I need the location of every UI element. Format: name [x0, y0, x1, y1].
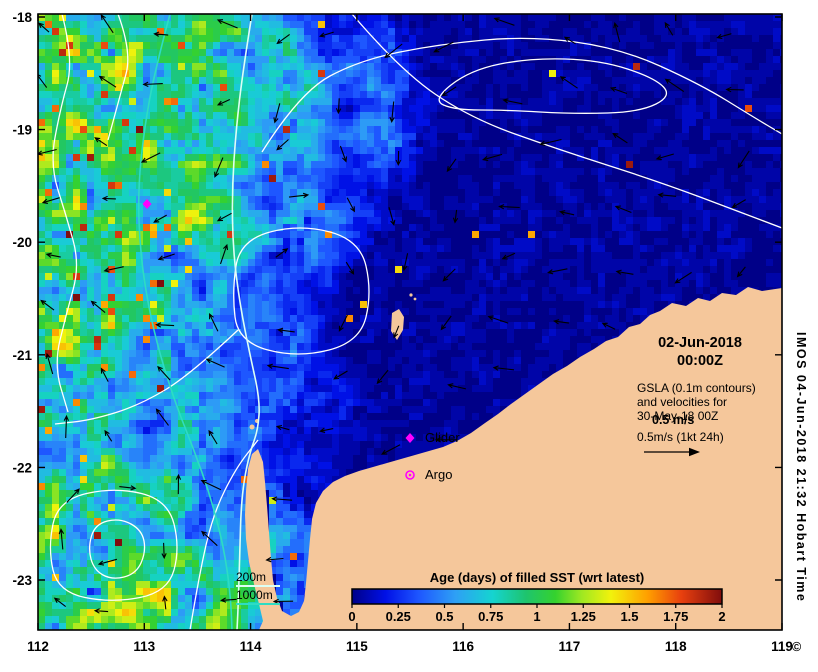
scale-arrow-head-icon [689, 447, 700, 457]
colorbar-tick-label: 0.75 [478, 609, 503, 624]
glider-label: Glider [425, 430, 460, 445]
x-tick-label: 113 [133, 639, 155, 654]
velocity-scale-note: 0.5m/s (1kt 24h) [637, 430, 724, 444]
bathy-200m-label: 200m [236, 570, 266, 584]
argo-circle-icon [405, 470, 415, 480]
x-tick-label: 116 [452, 639, 474, 654]
axis-ticks [37, 14, 783, 630]
velocity-arrows [38, 14, 750, 614]
colorbar-tick-label: 0.25 [386, 609, 411, 624]
gsla-contours [49, 14, 782, 630]
colorbar-tick-label: 1.75 [663, 609, 688, 624]
y-tick-label: -19 [12, 123, 32, 138]
colorbar-tick-label: 1.5 [620, 609, 638, 624]
x-tick-label: 117 [559, 639, 581, 654]
valid-date-text: 02-Jun-2018 [658, 335, 742, 351]
colorbar: 0 0.25 0.5 0.75 1 1.25 1.5 1.75 2 [348, 588, 726, 624]
valid-time-text: 00:00Z [677, 353, 723, 369]
bathy-1000m-label: 1000m [236, 588, 273, 602]
x-tick-label: 118 [665, 639, 687, 654]
gsla-annotation: GSLA (0.1m contours) and velocities for … [637, 381, 756, 457]
colorbar-tick-label: 2 [718, 609, 725, 624]
gsla-note-line1: GSLA (0.1m contours) [637, 381, 756, 395]
plot-area [38, 14, 782, 630]
gsla-note-line2: and velocities for [637, 395, 727, 409]
gsla-note-line3: 30-May-18 00Z [637, 409, 718, 423]
y-tick-label: -18 [12, 10, 32, 25]
y-tick-label: -23 [12, 573, 32, 588]
colorbar-tick-label: 1 [533, 609, 540, 624]
colorbar-tick-label: 1.25 [571, 609, 596, 624]
argo-label: Argo [425, 467, 452, 482]
y-tick-label: -22 [12, 460, 32, 475]
bathymetry-contours [137, 14, 260, 630]
argo-circle-dot-icon [408, 473, 412, 477]
y-tick-label: -21 [12, 348, 32, 363]
credit-text: IMOS 04-Jun-2018 21:32 Hobart Time [794, 332, 808, 602]
land-mass [245, 287, 782, 630]
observation-legend: Glider Argo [405, 430, 460, 482]
x-tick-label: 112 [27, 639, 49, 654]
bathymetry-legend: 200m 1000m [236, 570, 280, 605]
x-tick-label: 114 [240, 639, 262, 654]
colorbar-tick-label: 0 [348, 609, 355, 624]
colorbar-title: Age (days) of filled SST (wrt latest) [430, 570, 645, 585]
glider-diamond-icon [405, 433, 415, 443]
y-tick-label: -20 [12, 235, 32, 250]
copyright-symbol: © [792, 640, 802, 654]
sst-age-raster [38, 14, 782, 630]
date-annotation: 02-Jun-2018 00:00Z [658, 335, 742, 369]
glider-position-marker [142, 199, 152, 209]
x-tick-label: 115 [346, 639, 368, 654]
velocity-scale-bold-label: 0.5 m/s [652, 413, 694, 427]
axis-tick-labels: 112 113 114 115 116 117 118 119 -18 -19 -20 -21 -22 -… [12, 10, 792, 654]
colorbar-tick-label: 0.5 [435, 609, 453, 624]
map-frame [37, 13, 783, 631]
x-tick-label: 119 [771, 639, 793, 654]
